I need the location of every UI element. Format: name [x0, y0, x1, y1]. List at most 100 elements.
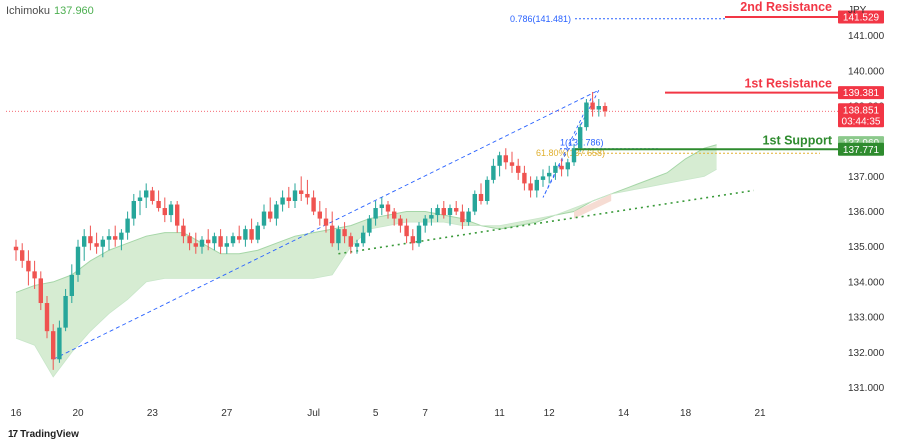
- candle-body: [522, 172, 527, 184]
- candle-body: [292, 190, 298, 201]
- candle-body: [113, 236, 118, 240]
- candle-body: [218, 236, 223, 247]
- candle-body: [181, 225, 186, 237]
- candle-body: [82, 236, 87, 247]
- candle-body: [547, 172, 552, 177]
- candle-body: [305, 193, 310, 198]
- x-tick-label: 27: [221, 408, 233, 419]
- candle-body: [590, 102, 595, 110]
- y-tick-label: 136.000: [848, 207, 885, 218]
- support-trendline: [338, 189, 754, 255]
- indicator-name: Ichimoku: [6, 5, 51, 17]
- candle-body: [94, 243, 99, 247]
- candle-body: [435, 208, 440, 216]
- candle-body: [565, 162, 570, 170]
- candle-body: [274, 204, 279, 219]
- candle-body: [317, 211, 322, 219]
- indicator-value: 137.960: [54, 5, 94, 17]
- candle-body: [416, 225, 422, 244]
- candle-body: [224, 243, 229, 247]
- candle-body: [460, 211, 465, 223]
- x-tick-label: 11: [494, 408, 505, 419]
- candle-body: [261, 211, 267, 226]
- x-tick-label: 18: [680, 408, 692, 419]
- fib-0786-label: 0.786(141.481): [510, 14, 571, 24]
- x-tick-label: 7: [422, 408, 428, 419]
- candle-body: [423, 218, 428, 226]
- candle-body: [503, 155, 508, 163]
- y-tick-label: 132.000: [848, 348, 885, 359]
- candle-body: [119, 232, 124, 240]
- candle-body: [398, 218, 403, 226]
- candle-body: [38, 278, 43, 304]
- tradingview-logo-icon: 17: [8, 429, 18, 440]
- candle-body: [497, 155, 502, 166]
- y-tick-label: 141.000: [848, 31, 885, 42]
- candle-body: [286, 197, 291, 201]
- candle-body: [168, 204, 174, 216]
- candle-body: [32, 271, 37, 279]
- candle-body: [385, 204, 391, 212]
- candle-body: [51, 331, 56, 360]
- candle-body: [243, 229, 248, 240]
- candle-body: [478, 193, 484, 201]
- second-resistance-label: 2nd Resistance: [740, 0, 832, 14]
- candle-body: [150, 190, 155, 201]
- candle-body: [249, 229, 254, 240]
- candle-body: [280, 197, 285, 205]
- candle-body: [156, 201, 161, 209]
- candle-body: [230, 236, 236, 244]
- x-tick-label: 23: [147, 408, 159, 419]
- candle-body: [571, 148, 577, 163]
- cloud-bearish-twist: [574, 193, 612, 219]
- candle-body: [212, 236, 217, 244]
- candle-body: [323, 218, 329, 226]
- y-tick-label: 131.000: [848, 383, 885, 394]
- x-tick-label: 16: [10, 408, 22, 419]
- candle-body: [373, 208, 378, 219]
- x-tick-label: 5: [373, 408, 379, 419]
- candle-body: [379, 204, 384, 209]
- x-tick-label: 14: [618, 408, 630, 419]
- candle-body: [596, 106, 601, 110]
- candle-body: [528, 183, 533, 191]
- candle-body: [392, 211, 397, 219]
- candle-body: [187, 236, 192, 244]
- candle-body: [361, 232, 366, 244]
- candle-body: [137, 197, 143, 201]
- candle-body: [106, 236, 112, 240]
- candle-body: [206, 239, 211, 244]
- current-price-label: 138.851: [843, 105, 880, 116]
- candle-body: [199, 239, 205, 247]
- x-tick-label: 20: [72, 408, 84, 419]
- x-tick-label: 21: [754, 408, 766, 419]
- candle-body: [75, 246, 81, 275]
- candle-body: [441, 208, 446, 216]
- candle-body: [57, 327, 62, 360]
- first-support-tag: [838, 142, 884, 156]
- candle-body: [330, 225, 335, 244]
- first-resistance-tag: [838, 86, 884, 100]
- candle-body: [20, 250, 25, 261]
- candle-body: [354, 243, 360, 247]
- candle-body: [553, 165, 558, 173]
- candle-body: [348, 236, 353, 247]
- candle-body: [602, 106, 608, 112]
- candle-body: [485, 179, 490, 201]
- tradingview-branding[interactable]: 17 TradingView: [8, 429, 79, 440]
- candle-body: [131, 201, 136, 219]
- candle-body: [88, 236, 93, 244]
- candle-body: [429, 215, 434, 219]
- candle-body: [584, 102, 589, 128]
- candle-body: [162, 208, 167, 216]
- candle-body: [534, 179, 539, 191]
- indicator-legend[interactable]: Ichimoku 137.960: [6, 5, 94, 17]
- candle-body: [268, 211, 273, 219]
- x-tick-label: 12: [544, 408, 556, 419]
- candle-body: [69, 274, 74, 296]
- y-tick-label: 135.000: [848, 242, 885, 253]
- candle-body: [125, 218, 130, 233]
- y-tick-label: 133.000: [848, 313, 885, 324]
- candle-body: [466, 211, 471, 223]
